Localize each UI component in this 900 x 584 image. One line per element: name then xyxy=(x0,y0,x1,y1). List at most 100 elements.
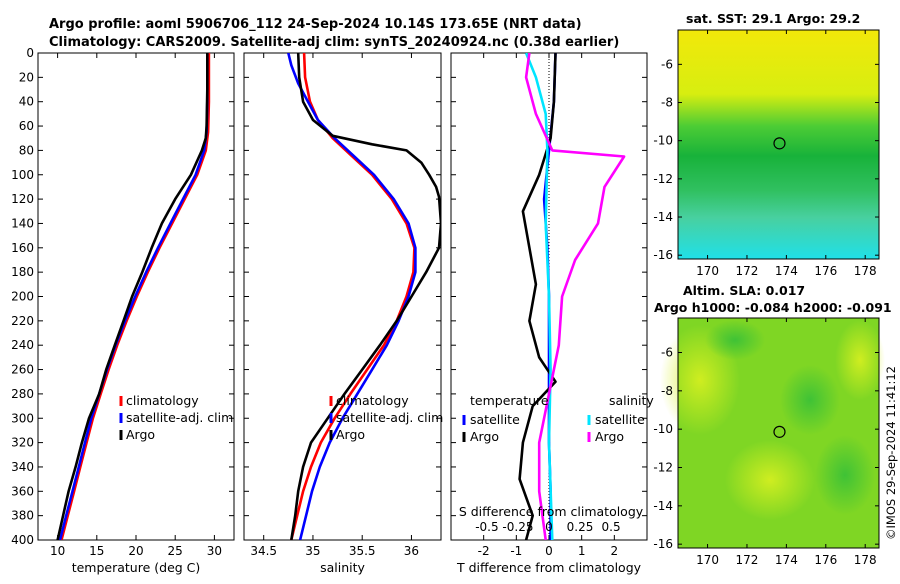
sub-title: Climatology: CARS2009. Satellite-adj cli… xyxy=(49,35,619,50)
x-tick-label: 174 xyxy=(775,553,798,567)
sla-blob xyxy=(725,440,815,520)
series-line-satellite-adj-clim xyxy=(58,53,209,540)
series-line-s-satellite xyxy=(524,53,554,540)
sst-field xyxy=(678,30,879,259)
difference-panel: -2 -1 0 1 2 T difference from climatology temp… xyxy=(450,52,654,575)
y-tick-label: -12 xyxy=(653,461,673,475)
sla-blob xyxy=(835,320,885,400)
x-tick-label: 176 xyxy=(814,264,837,278)
s-tick-label: 0 xyxy=(545,520,553,534)
x-tick-label: 170 xyxy=(696,553,719,567)
y-tick-label: 180 xyxy=(11,265,34,279)
y-tick-label: -14 xyxy=(653,210,673,224)
y-tick-label: 360 xyxy=(11,484,34,498)
copyright-stamp: ©IMOS 29-Sep-2024 11:41:12 xyxy=(884,366,898,540)
legend-label: climatology xyxy=(336,393,409,408)
x-tick-label: 174 xyxy=(775,264,798,278)
x-tick-label: 2 xyxy=(611,544,619,558)
x-tick-label: 25 xyxy=(168,544,183,558)
y-tick-label: 280 xyxy=(11,387,34,401)
sla-blob xyxy=(780,365,840,435)
y-tick-label: 400 xyxy=(11,533,34,547)
x-tick-label: 172 xyxy=(736,553,759,567)
y-tick-label: -8 xyxy=(661,96,673,110)
map-frame xyxy=(677,317,880,549)
x-tick-label: 178 xyxy=(854,553,877,567)
x-axis-label: salinity xyxy=(320,560,365,575)
x-tick-label: 36 xyxy=(404,544,419,558)
x-tick-label: 35 xyxy=(305,544,320,558)
y-tick-label: -16 xyxy=(653,248,673,262)
main-title: Argo profile: aoml 5906706_112 24-Sep-20… xyxy=(49,17,582,32)
y-tick-label: 120 xyxy=(11,192,34,206)
argo-location-marker xyxy=(773,137,786,150)
y-tick-label: 260 xyxy=(11,363,34,377)
salinity-panel: 34.5 35 35.5 36 salinity climatology satellite… xyxy=(243,52,443,575)
sla-map-subtitle: Argo h1000: -0.084 h2000: -0.091 xyxy=(654,300,892,315)
y-tick-label: -10 xyxy=(653,422,673,436)
x-tick-label: 0 xyxy=(545,544,553,558)
sla-blob xyxy=(705,320,765,360)
series-line-climatology xyxy=(60,53,211,540)
x-tick-label: 1 xyxy=(578,544,586,558)
x-tick-label: 172 xyxy=(736,264,759,278)
y-tick-label: 160 xyxy=(11,241,34,255)
s-tick-label: 0.5 xyxy=(602,520,621,534)
legend-title: salinity xyxy=(609,393,654,408)
legend-label: satellite-adj. clim xyxy=(336,410,443,425)
x-tick-label: 170 xyxy=(696,264,719,278)
legend-label: satellite xyxy=(595,412,645,427)
y-tick-label: 220 xyxy=(11,314,34,328)
sst-map: 170 172 174 176 178 -6 -8 -10 -12 -14 -16 xyxy=(653,29,880,278)
legend-label: climatology xyxy=(126,393,199,408)
legend-label: Argo xyxy=(126,427,155,442)
x-axis-label: temperature (deg C) xyxy=(72,560,201,575)
series-line-argo xyxy=(56,53,209,540)
s-axis-label: S difference from climatology xyxy=(459,504,644,519)
map-frame xyxy=(677,29,880,260)
x-axis-label: T difference from climatology xyxy=(456,560,642,575)
y-tick-label: -8 xyxy=(661,384,673,398)
legend-label: Argo xyxy=(470,429,499,444)
legend-label: satellite xyxy=(470,412,520,427)
y-tick-label: 60 xyxy=(19,119,34,133)
legend-label: satellite-adj. clim xyxy=(126,410,233,425)
series-line-argo xyxy=(290,53,441,540)
y-tick-label: 40 xyxy=(19,95,34,109)
x-tick-label: -1 xyxy=(510,544,522,558)
sst-map-title: sat. SST: 29.1 Argo: 29.2 xyxy=(686,11,860,26)
y-tick-label: 100 xyxy=(11,168,34,182)
y-tick-label: -14 xyxy=(653,499,673,513)
y-tick-label: 340 xyxy=(11,460,34,474)
y-tick-label: 300 xyxy=(11,411,34,425)
y-tick-label: -16 xyxy=(653,537,673,551)
legend-label: Argo xyxy=(336,427,365,442)
y-tick-label: -6 xyxy=(661,57,673,71)
x-tick-label: 35.5 xyxy=(349,544,376,558)
series-line-s-argo xyxy=(524,53,626,540)
y-tick-label: -12 xyxy=(653,172,673,186)
x-tick-label: 10 xyxy=(50,544,65,558)
y-tick-label: 200 xyxy=(11,290,34,304)
y-tick-label: 320 xyxy=(11,436,34,450)
y-tick-label: -6 xyxy=(661,346,673,360)
sla-map-title: Altim. SLA: 0.017 xyxy=(683,283,805,298)
s-tick-label: 0.25 xyxy=(567,520,594,534)
argo-location-marker xyxy=(773,425,786,438)
x-tick-label: 34.5 xyxy=(250,544,277,558)
legend-label: Argo xyxy=(595,429,624,444)
x-tick-label: 178 xyxy=(854,264,877,278)
legend-title: temperature xyxy=(470,393,549,408)
s-tick-label: -0.25 xyxy=(502,520,533,534)
temperature-panel: 10 15 20 25 30 temperature (deg C) 0 20 40 60 80 10… xyxy=(11,46,235,575)
y-tick-label: 20 xyxy=(19,70,34,84)
y-tick-label: 240 xyxy=(11,338,34,352)
series-line-satellite-adj-clim xyxy=(287,53,417,540)
y-tick-label: 380 xyxy=(11,509,34,523)
x-tick-label: 30 xyxy=(207,544,222,558)
y-tick-label: 80 xyxy=(19,143,34,157)
x-tick-label: -2 xyxy=(478,544,490,558)
sla-blob xyxy=(815,435,875,515)
x-tick-label: 176 xyxy=(814,553,837,567)
